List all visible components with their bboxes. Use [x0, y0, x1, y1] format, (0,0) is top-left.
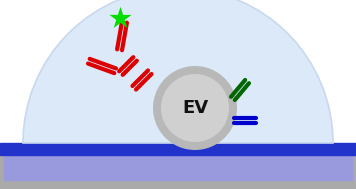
- Bar: [4, 153, 352, 180]
- Circle shape: [153, 66, 237, 150]
- Wedge shape: [23, 0, 333, 143]
- Bar: [0, 148, 356, 189]
- Circle shape: [161, 74, 229, 142]
- Bar: [0, 143, 356, 155]
- Point: [117, 16, 123, 19]
- Text: EV: EV: [182, 99, 208, 117]
